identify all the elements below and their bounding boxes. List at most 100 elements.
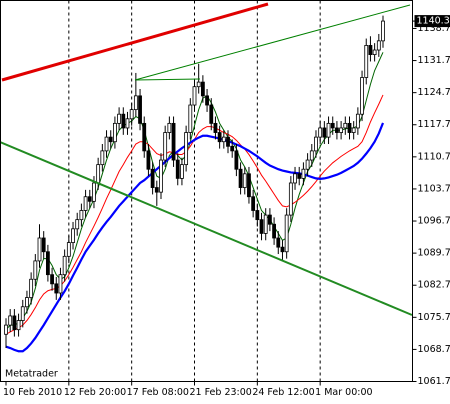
candle-body — [235, 151, 238, 169]
candle-body — [365, 45, 368, 77]
candle-body — [344, 123, 347, 128]
y-tick-label: 1061.70 — [418, 376, 450, 387]
candle-body — [218, 133, 221, 142]
y-tick-label: 1131.70 — [418, 55, 450, 66]
candle-body — [273, 224, 276, 238]
candle-body — [319, 128, 322, 137]
y-tick-label: 1089.70 — [418, 248, 450, 259]
candle-body — [239, 169, 242, 187]
candle-body — [159, 160, 162, 192]
candle-body — [310, 151, 313, 160]
candle-body — [281, 247, 284, 252]
candle-body — [268, 215, 271, 224]
candle-body — [206, 96, 209, 105]
candle-body — [21, 307, 24, 321]
candle-body — [139, 96, 142, 124]
candle-body — [30, 279, 33, 297]
y-tick-label: 1075.70 — [418, 312, 450, 323]
x-tick-label: 12 Feb 20:00 — [64, 387, 126, 398]
candle-body — [17, 321, 20, 330]
x-tick-label: 1 Mar 00:00 — [315, 387, 372, 398]
candle-body — [34, 261, 37, 279]
candle-body — [201, 82, 204, 96]
y-tick-label: 1117.70 — [418, 119, 450, 130]
candle-body — [377, 41, 380, 50]
candle-body — [9, 316, 12, 325]
candle-body — [247, 174, 250, 197]
candle-body — [151, 169, 154, 187]
candle-body — [76, 220, 79, 229]
candle-body — [92, 183, 95, 201]
candle-body — [55, 284, 58, 293]
candle-body — [97, 165, 100, 183]
candle-body — [168, 123, 171, 132]
candle-body — [13, 316, 16, 330]
candle-body — [348, 123, 351, 132]
candle-body — [256, 210, 259, 219]
candle-body — [59, 275, 62, 293]
candle-body — [25, 298, 28, 307]
watermark: Metatrader — [5, 369, 58, 380]
y-tick-label: 1103.70 — [418, 183, 450, 194]
candle-body — [352, 128, 355, 133]
candle-body — [122, 114, 125, 128]
candle-body — [189, 105, 192, 133]
candle-body — [38, 238, 41, 261]
y-tick-label: 1110.70 — [418, 151, 450, 162]
candle-body — [84, 197, 87, 211]
candle-body — [176, 160, 179, 178]
candle-body — [5, 325, 8, 334]
candle-body — [172, 123, 175, 160]
candle-body — [134, 96, 137, 110]
candle-body — [277, 238, 280, 247]
candle-body — [243, 174, 246, 188]
x-tick-label: 10 Feb 2010 — [3, 387, 62, 398]
candle-body — [289, 183, 292, 215]
y-tick-label: 1082.70 — [418, 280, 450, 291]
candle-body — [130, 110, 133, 119]
candle-body — [210, 105, 213, 123]
candle-body — [101, 151, 104, 165]
candle-body — [214, 123, 217, 132]
candle-body — [193, 87, 196, 105]
candle-body — [227, 137, 230, 146]
candle-body — [369, 45, 372, 54]
candle-body — [113, 123, 116, 141]
candle-body — [46, 252, 49, 275]
candle-body — [42, 238, 45, 252]
candle-body — [373, 50, 376, 55]
candle-body — [252, 197, 255, 211]
candle-body — [231, 146, 234, 151]
candle-body — [155, 188, 158, 193]
candle-body — [340, 128, 343, 133]
candle-body — [180, 165, 183, 179]
candle-body — [285, 215, 288, 252]
candle-body — [264, 215, 267, 233]
candle-body — [222, 137, 225, 142]
candle-body — [298, 174, 301, 179]
candle-body — [382, 21, 385, 41]
price-tag-label: 1140.31 — [417, 16, 450, 27]
candle-body — [143, 123, 146, 151]
candle-body — [72, 229, 75, 243]
y-tick-label: 1124.70 — [418, 87, 450, 98]
candle-body — [126, 119, 129, 128]
candle-body — [185, 133, 188, 165]
candle-body — [302, 169, 305, 178]
candle-body — [197, 82, 200, 87]
candle-body — [164, 133, 167, 161]
candle-body — [109, 137, 112, 142]
candle-body — [260, 220, 263, 234]
candle-body — [80, 210, 83, 219]
x-tick-label: 17 Feb 08:00 — [127, 387, 189, 398]
candle-body — [335, 128, 338, 133]
x-tick-label: 21 Feb 23:00 — [190, 387, 252, 398]
candle-body — [67, 243, 70, 257]
candle-body — [327, 123, 330, 137]
candle-body — [331, 123, 334, 128]
candle-body — [323, 128, 326, 137]
candle-body — [356, 114, 359, 128]
candle-body — [105, 137, 108, 151]
candle-body — [147, 151, 150, 169]
